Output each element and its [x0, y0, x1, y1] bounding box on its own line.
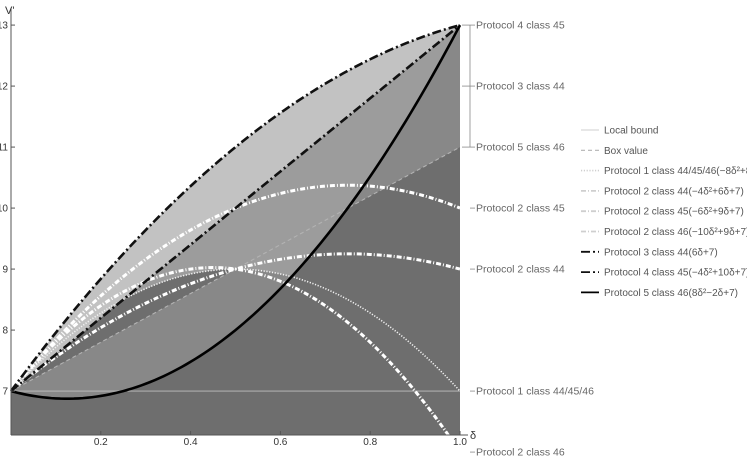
series-line-8 [9, 23, 461, 392]
callout-label-4: Protocol 2 class 44 [476, 264, 565, 276]
x-tick-label-1: 0.4 [184, 437, 198, 448]
legend-label-4: Protocol 2 class 45(−6δ²+9δ+7) [604, 207, 744, 218]
y-tick-label-1: 8 [2, 326, 8, 337]
y-tick-label-2: 9 [2, 265, 8, 276]
series-line-9 [10, 24, 462, 400]
series-line-6 [9, 266, 462, 453]
y-tick-label-3: 10 [0, 204, 8, 215]
y-tick-label-4: 11 [0, 143, 8, 154]
series-line-3 [10, 268, 461, 392]
callout-label-0: Protocol 4 class 45 [476, 20, 565, 32]
callout-label-5: Protocol 1 class 44/45/46 [476, 386, 594, 398]
curves [9, 23, 462, 453]
legend-label-7: Protocol 4 class 45(−4δ²+10δ+7) [604, 268, 747, 279]
legend-label-1: Box value [604, 146, 648, 157]
callout-label-1: Protocol 3 class 44 [476, 81, 565, 93]
series-line-7 [10, 24, 461, 393]
y-ticks: 7 8 9 10 11 12 13 [0, 21, 15, 398]
legend-label-5: Protocol 2 class 46(−10δ²+9δ+7) [604, 227, 747, 238]
legend-label-0: Local bound [604, 126, 659, 137]
region-box-vs-protocol5 [11, 25, 460, 399]
y-tick-label-5: 12 [0, 82, 8, 93]
x-tick-label-3: 0.8 [363, 437, 377, 448]
x-ticks: 0.2 0.4 0.6 0.8 1.0 [94, 431, 467, 448]
x-axis-label: δ [470, 430, 476, 442]
y-tick-label-0: 7 [2, 387, 8, 398]
legend-label-2: Protocol 1 class 44/45/46(−8δ²+8δ+7) [604, 166, 747, 177]
legend: Local bound Box value Protocol 1 class 44/… [581, 126, 747, 299]
y-axis-label: V' [5, 5, 14, 17]
shaded-regions [11, 25, 460, 436]
callout-label-2: Protocol 5 class 46 [476, 142, 565, 154]
legend-label-6: Protocol 3 class 44(6δ+7) [604, 247, 718, 258]
axes: δ V' [5, 5, 476, 442]
curve-callouts: Protocol 4 class 45 Protocol 3 class 44 Pr… [462, 20, 594, 458]
x-tick-label-0: 0.2 [94, 437, 108, 448]
callout-label-3: Protocol 2 class 45 [476, 203, 565, 215]
y-tick-label-6: 13 [0, 21, 8, 32]
legend-label-8: Protocol 5 class 46(8δ²−2δ+7) [604, 288, 738, 299]
x-tick-label-4: 1.0 [453, 437, 467, 448]
legend-label-3: Protocol 2 class 44(−4δ²+6δ+7) [604, 186, 744, 197]
callout-label-6: Protocol 2 class 46 [476, 447, 565, 458]
x-tick-label-2: 0.6 [273, 437, 287, 448]
